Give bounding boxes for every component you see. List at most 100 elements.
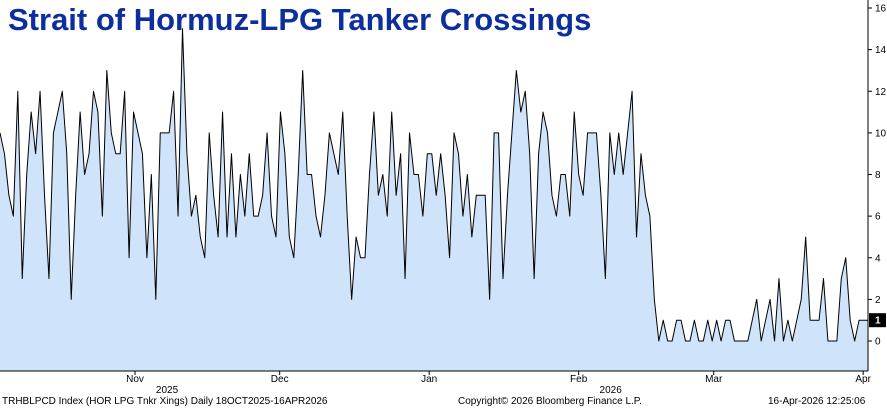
x-tick-label: Apr [855,374,871,385]
data-point [667,340,668,341]
data-point [142,153,143,154]
data-point [44,195,45,196]
data-point [712,340,713,341]
data-point [765,320,766,321]
data-point [507,195,508,196]
data-point [627,132,628,133]
data-point [845,257,846,258]
data-point [302,70,303,71]
data-point [502,278,503,279]
data-point [124,91,125,92]
data-point [761,340,762,341]
data-point [75,195,76,196]
data-point [266,132,267,133]
data-point [356,236,357,237]
data-point [578,174,579,175]
data-point [547,132,548,133]
data-point [467,174,468,175]
data-point [146,257,147,258]
data-point [596,132,597,133]
data-point [186,153,187,154]
data-point [832,340,833,341]
data-point [600,195,601,196]
data-point [62,91,63,92]
data-point [218,236,219,237]
data-point [440,153,441,154]
y-tick-label: 14 [875,45,887,56]
data-point [511,132,512,133]
data-point [783,340,784,341]
data-point [792,340,793,341]
data-point [320,236,321,237]
data-point [333,153,334,154]
data-point [672,340,673,341]
data-point [649,216,650,217]
data-point [587,132,588,133]
x-year-label: 2025 [156,385,179,396]
data-point [258,216,259,217]
data-point [226,236,227,237]
data-point [137,132,138,133]
data-point [498,132,499,133]
data-point [796,320,797,321]
data-point [4,153,5,154]
series-area [0,28,868,372]
data-point [293,257,294,258]
data-point [609,132,610,133]
data-point [738,340,739,341]
data-point [26,174,27,175]
data-point [111,132,112,133]
data-point [698,340,699,341]
data-point [173,91,174,92]
data-point [583,195,584,196]
data-point [195,195,196,196]
data-point [538,153,539,154]
data-point [329,132,330,133]
data-point [841,278,842,279]
data-point [240,174,241,175]
data-point [391,111,392,112]
data-point [814,320,815,321]
data-point [453,132,454,133]
data-point [631,91,632,92]
data-point [133,111,134,112]
data-point [106,70,107,71]
data-point [93,91,94,92]
data-point [209,132,210,133]
data-point [57,111,58,112]
data-point [823,278,824,279]
y-tick-label: 4 [875,253,881,264]
data-point [409,132,410,133]
data-point [854,340,855,341]
data-point [721,340,722,341]
data-point [654,299,655,300]
data-point [489,299,490,300]
data-point [271,216,272,217]
data-point [307,174,308,175]
data-point [235,236,236,237]
data-point [752,320,753,321]
data-point [680,320,681,321]
data-point [810,320,811,321]
data-point [360,257,361,258]
data-point [458,153,459,154]
data-point [431,153,432,154]
data-point [640,153,641,154]
data-point [84,174,85,175]
data-point [462,216,463,217]
data-point [262,195,263,196]
data-point [556,216,557,217]
data-point [151,174,152,175]
data-point [369,174,370,175]
data-point [244,216,245,217]
data-point [164,132,165,133]
data-point [787,320,788,321]
data-point [364,257,365,258]
data-point [177,216,178,217]
data-point [756,299,757,300]
data-point [471,236,472,237]
data-point [120,153,121,154]
data-point [387,216,388,217]
last-value-label: 1 [875,316,881,327]
